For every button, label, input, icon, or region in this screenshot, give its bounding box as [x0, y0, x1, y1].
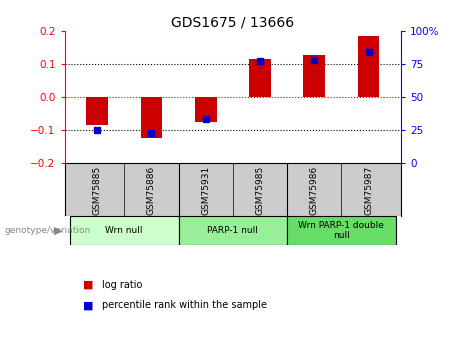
- Text: GSM75985: GSM75985: [255, 166, 265, 215]
- Text: Wrn null: Wrn null: [106, 226, 143, 235]
- Text: ■: ■: [83, 280, 94, 289]
- Text: genotype/variation: genotype/variation: [5, 226, 91, 235]
- Bar: [70, 216, 178, 245]
- Text: GSM75886: GSM75886: [147, 166, 156, 215]
- Bar: [141, 97, 162, 138]
- Text: Wrn PARP-1 double
null: Wrn PARP-1 double null: [298, 220, 384, 240]
- Text: ▶: ▶: [54, 225, 62, 235]
- Text: ■: ■: [83, 300, 94, 310]
- Bar: [287, 216, 396, 245]
- Text: GSM75986: GSM75986: [310, 166, 319, 215]
- Bar: [249, 59, 271, 97]
- Bar: [195, 97, 217, 122]
- Text: log ratio: log ratio: [102, 280, 143, 289]
- Text: PARP-1 null: PARP-1 null: [207, 226, 258, 235]
- Bar: [178, 216, 287, 245]
- Text: GSM75885: GSM75885: [93, 166, 101, 215]
- Text: GSM75931: GSM75931: [201, 166, 210, 215]
- Text: GSM75987: GSM75987: [364, 166, 373, 215]
- Text: percentile rank within the sample: percentile rank within the sample: [102, 300, 267, 310]
- Bar: [303, 55, 325, 97]
- Bar: [358, 36, 379, 97]
- Title: GDS1675 / 13666: GDS1675 / 13666: [171, 16, 295, 30]
- Bar: [86, 97, 108, 125]
